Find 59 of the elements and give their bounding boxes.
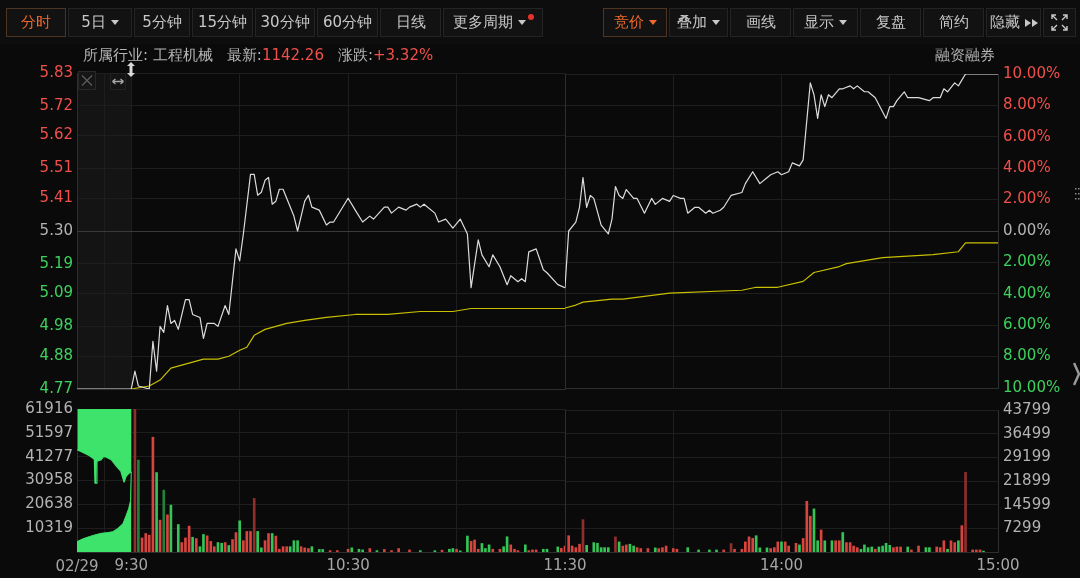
text: 15分钟 — [197, 13, 248, 32]
text: 最新:1142.26 — [226, 46, 324, 64]
y-tick-label: 30958 — [25, 470, 73, 489]
x-tick-label: 15:00 — [976, 555, 1020, 574]
text: 显示 — [804, 13, 834, 32]
text: 02/29 — [55, 557, 99, 575]
x-tick-label: 10:30 — [326, 555, 370, 574]
text: 30分钟 — [260, 13, 310, 32]
text: 日线 — [395, 13, 426, 32]
text: 5分钟 — [142, 13, 182, 32]
text: 叠加 — [677, 13, 707, 32]
x-tick-label: 9:30 — [114, 555, 149, 574]
y-tick-label: 5.09 — [39, 283, 73, 302]
y-tick-label: 10319 — [25, 518, 73, 537]
y-tick-label: 5.83 — [39, 62, 73, 81]
y2-tick-label: 14599 — [1003, 494, 1051, 513]
y3-tick-label: 2.00% — [1003, 252, 1051, 271]
y-tick-label: 5.19 — [39, 253, 73, 272]
y-tick-label: 5.51 — [39, 158, 73, 177]
chart-title: 所属行业: 工程机械 — [83, 46, 213, 64]
y-tick-label: 5.72 — [39, 95, 73, 114]
text: 复盘 — [875, 13, 906, 32]
y3-tick-label: 6.00% — [1003, 315, 1051, 334]
y2-tick-label: 21899 — [1003, 470, 1051, 489]
y2-tick-label: 29199 — [1003, 447, 1051, 466]
y-tick-label: 4.98 — [39, 316, 73, 335]
y2-tick-label: 8.00% — [1003, 95, 1051, 114]
x-tick-label: 11:30 — [543, 555, 587, 574]
text: 60分钟 — [322, 13, 373, 32]
y2-tick-label: 7299 — [1003, 518, 1042, 537]
y-tick-label: 61916 — [25, 398, 73, 417]
y-tick-label: 4.88 — [39, 346, 73, 365]
y2-tick-label: 43799 — [1003, 399, 1051, 418]
text: 融资融券 — [935, 46, 995, 64]
y-tick-label: 5.30 — [39, 220, 73, 239]
text: 5日 — [81, 13, 106, 32]
y-tick-label: 4.77 — [39, 378, 73, 397]
y2-tick-label: 2.00% — [1003, 189, 1051, 208]
y-tick-label: 5.62 — [39, 125, 73, 144]
y2-tick-label: 10.00% — [1003, 63, 1061, 82]
text: 简约 — [938, 13, 969, 32]
text: 画线 — [745, 13, 776, 32]
text: 分时 — [21, 13, 51, 32]
y-tick-label: 5.41 — [39, 188, 73, 207]
x-tick-label: 14:00 — [759, 555, 804, 574]
y2-tick-label: 4.00% — [1003, 158, 1051, 177]
y2-tick-label: 6.00% — [1003, 126, 1051, 145]
y2-tick-label: 36499 — [1003, 423, 1051, 442]
text: 更多周期 — [452, 13, 513, 32]
text: 涨跌:+3.32% — [337, 46, 434, 64]
y3-tick-label: 10.00% — [1003, 377, 1061, 396]
y3-tick-label: 4.00% — [1003, 283, 1051, 302]
y-tick-label: 20638 — [25, 494, 73, 513]
y-tick-label: 41277 — [25, 446, 73, 465]
text: 竞价 — [613, 13, 644, 32]
text: 隐藏 — [989, 13, 1020, 32]
y2-tick-label: 0.00% — [1003, 220, 1051, 239]
y-tick-label: 51597 — [25, 422, 73, 441]
y3-tick-label: 8.00% — [1003, 346, 1051, 365]
